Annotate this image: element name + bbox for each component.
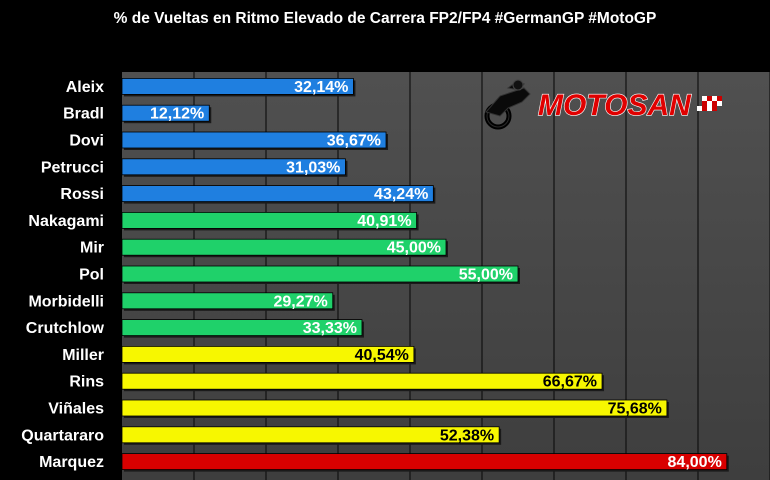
bar-dovi xyxy=(121,131,387,149)
value-label: 75,68% xyxy=(608,401,662,418)
category-label: Crutchlow xyxy=(26,320,105,337)
value-label: 40,91% xyxy=(357,213,411,230)
bar-viñales xyxy=(121,399,668,417)
category-label: Quartararo xyxy=(21,427,104,444)
category-label: Marquez xyxy=(39,454,104,471)
value-label: 31,03% xyxy=(286,159,340,176)
value-label: 55,00% xyxy=(459,267,513,284)
category-label: Morbidelli xyxy=(28,293,104,310)
value-label: 12,12% xyxy=(150,106,204,123)
value-label: 29,27% xyxy=(273,293,327,310)
bar-mir xyxy=(121,238,447,256)
motorcycle-rider-icon xyxy=(484,79,531,130)
category-label: Rossi xyxy=(60,186,104,203)
category-label: Mir xyxy=(80,240,104,257)
category-label: Dovi xyxy=(69,133,104,150)
bar-quartararo xyxy=(121,426,500,444)
category-label: Miller xyxy=(62,347,104,364)
bar-nakagami xyxy=(121,211,417,229)
value-label: 84,00% xyxy=(668,454,722,471)
checkered-flag-icon xyxy=(697,96,722,111)
bar-petrucci xyxy=(121,158,346,176)
category-label: Nakagami xyxy=(28,213,104,230)
bar-marquez xyxy=(121,453,728,471)
chart-title: % de Vueltas en Ritmo Elevado de Carrera… xyxy=(113,10,657,27)
category-label: Pol xyxy=(79,267,104,284)
bar-bradl xyxy=(121,104,210,122)
value-label: 32,14% xyxy=(294,79,348,96)
bar-morbidelli xyxy=(121,292,334,310)
bar-aleix xyxy=(121,78,354,95)
bar-rins xyxy=(121,372,603,390)
bar-pol xyxy=(121,265,519,283)
category-label: Petrucci xyxy=(41,159,104,176)
bar-rossi xyxy=(121,185,434,203)
category-label: Aleix xyxy=(66,79,104,96)
category-label: Bradl xyxy=(63,106,104,123)
bar-crutchlow xyxy=(121,319,363,337)
value-label: 40,54% xyxy=(355,347,409,364)
category-label: Rins xyxy=(69,374,104,391)
value-label: 52,38% xyxy=(440,427,494,444)
category-label: Viñales xyxy=(48,401,104,418)
value-label: 66,67% xyxy=(543,374,597,391)
value-label: 45,00% xyxy=(387,240,441,257)
bar-miller xyxy=(121,345,415,363)
motosan-logo: MOTOSAN xyxy=(484,79,722,130)
logo-text: MOTOSAN xyxy=(538,89,692,122)
value-label: 33,33% xyxy=(303,320,357,337)
value-label: 43,24% xyxy=(374,186,428,203)
value-label: 36,67% xyxy=(327,133,381,150)
